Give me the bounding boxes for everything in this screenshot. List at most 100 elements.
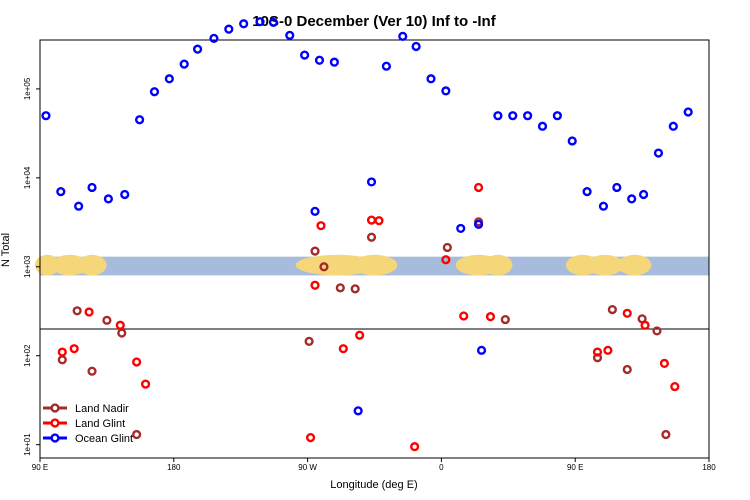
point-land-nadir — [622, 364, 632, 375]
point-ocean-glint — [508, 111, 518, 121]
map-land-shape — [483, 254, 513, 276]
point-ocean-glint — [523, 111, 533, 121]
legend-swatch-marker — [50, 433, 60, 443]
x-tick-label: 90 E — [567, 463, 583, 472]
point-ocean-glint — [239, 19, 249, 29]
y-tick-label: 1e+05 — [23, 77, 32, 100]
point-ocean-glint — [300, 50, 310, 60]
map-land-shape — [586, 254, 624, 276]
point-land-glint — [366, 215, 377, 225]
point-ocean-glint — [441, 86, 451, 96]
point-ocean-glint — [120, 189, 130, 200]
point-land-glint — [659, 358, 670, 368]
point-land-nadir — [310, 246, 320, 256]
point-land-glint — [69, 344, 79, 354]
point-land-glint — [441, 255, 451, 265]
x-axis-label: Longitude (deg E) — [330, 479, 417, 491]
point-ocean-glint — [329, 57, 339, 67]
point-land-glint — [57, 347, 67, 357]
point-land-nadir — [304, 336, 314, 346]
point-ocean-glint — [224, 24, 234, 34]
point-ocean-glint — [653, 148, 664, 158]
point-land-glint — [603, 345, 613, 355]
point-ocean-glint — [366, 177, 377, 187]
point-land-glint — [485, 312, 496, 322]
point-land-glint — [374, 216, 384, 226]
point-ocean-glint — [426, 74, 436, 84]
y-axis-label: N Total — [0, 233, 12, 267]
point-ocean-glint — [56, 187, 66, 197]
y-axis: 1e+01 1e+02 1e+03 1e+04 1e+05 — [23, 77, 40, 456]
point-land-glint — [622, 308, 632, 318]
point-ocean-glint — [135, 115, 145, 125]
point-land-nadir — [335, 283, 345, 293]
x-tick-label: 180 — [702, 463, 716, 472]
point-ocean-glint — [74, 201, 84, 211]
point-land-nadir — [500, 314, 510, 325]
point-land-glint — [640, 320, 650, 330]
data-points — [41, 17, 693, 452]
point-land-glint — [410, 442, 420, 452]
point-ocean-glint — [353, 406, 363, 416]
point-land-nadir — [350, 284, 360, 294]
x-tick-label: 0 — [439, 463, 444, 472]
map-land-shape — [618, 254, 652, 276]
legend-swatch-marker — [50, 418, 60, 428]
legend-swatch-marker — [50, 403, 60, 413]
x-tick-label: 90 E — [32, 463, 48, 472]
legend: Land Nadir Land Glint Ocean Glint — [43, 403, 133, 445]
point-ocean-glint — [537, 121, 548, 131]
point-land-glint — [355, 330, 365, 340]
y-tick-label: 1e+03 — [23, 255, 32, 278]
map-land-shape — [51, 254, 89, 276]
point-land-glint — [310, 280, 320, 290]
legend-label: Land Nadir — [75, 403, 129, 415]
y-tick-label: 1e+02 — [23, 344, 32, 367]
point-land-nadir — [57, 355, 67, 365]
point-ocean-glint — [598, 201, 609, 211]
point-ocean-glint — [310, 206, 320, 216]
chart-title: 10S-0 December (Ver 10) Inf to -Inf — [252, 13, 496, 30]
y-tick-label: 1e+01 — [23, 433, 32, 456]
point-ocean-glint — [41, 111, 51, 121]
point-land-nadir — [319, 262, 329, 272]
point-land-glint — [592, 347, 603, 357]
point-land-glint — [316, 221, 326, 231]
point-ocean-glint — [476, 345, 487, 355]
point-ocean-glint — [493, 111, 503, 121]
point-land-nadir — [607, 305, 617, 315]
plot-frame — [39, 39, 710, 459]
point-land-nadir — [102, 315, 112, 325]
point-land-nadir — [442, 242, 452, 253]
point-land-glint — [132, 357, 142, 367]
y-tick-label: 1e+04 — [23, 166, 32, 189]
legend-label: Ocean Glint — [75, 433, 133, 445]
point-land-glint — [84, 307, 94, 317]
point-ocean-glint — [473, 219, 484, 229]
point-ocean-glint — [612, 182, 622, 193]
x-tick-label: 90 W — [298, 463, 317, 472]
point-ocean-glint — [638, 189, 649, 200]
point-ocean-glint — [552, 111, 562, 121]
point-ocean-glint — [668, 121, 678, 131]
point-ocean-glint — [582, 187, 592, 197]
point-land-nadir — [661, 429, 671, 440]
point-ocean-glint — [411, 41, 421, 52]
point-ocean-glint — [164, 74, 174, 84]
point-land-glint — [473, 182, 484, 193]
x-axis: 90 E 180 90 W 0 90 E 180 — [32, 458, 716, 472]
point-land-nadir — [87, 366, 97, 376]
point-land-glint — [338, 344, 348, 354]
point-ocean-glint — [87, 182, 97, 193]
point-ocean-glint — [285, 30, 295, 40]
point-land-glint — [305, 433, 316, 443]
point-ocean-glint — [209, 33, 219, 43]
point-ocean-glint — [149, 87, 160, 97]
point-ocean-glint — [398, 31, 408, 41]
point-ocean-glint — [456, 223, 466, 234]
point-land-nadir — [366, 232, 377, 242]
point-land-glint — [670, 381, 680, 392]
point-land-nadir — [117, 328, 127, 338]
point-land-nadir — [652, 326, 662, 336]
